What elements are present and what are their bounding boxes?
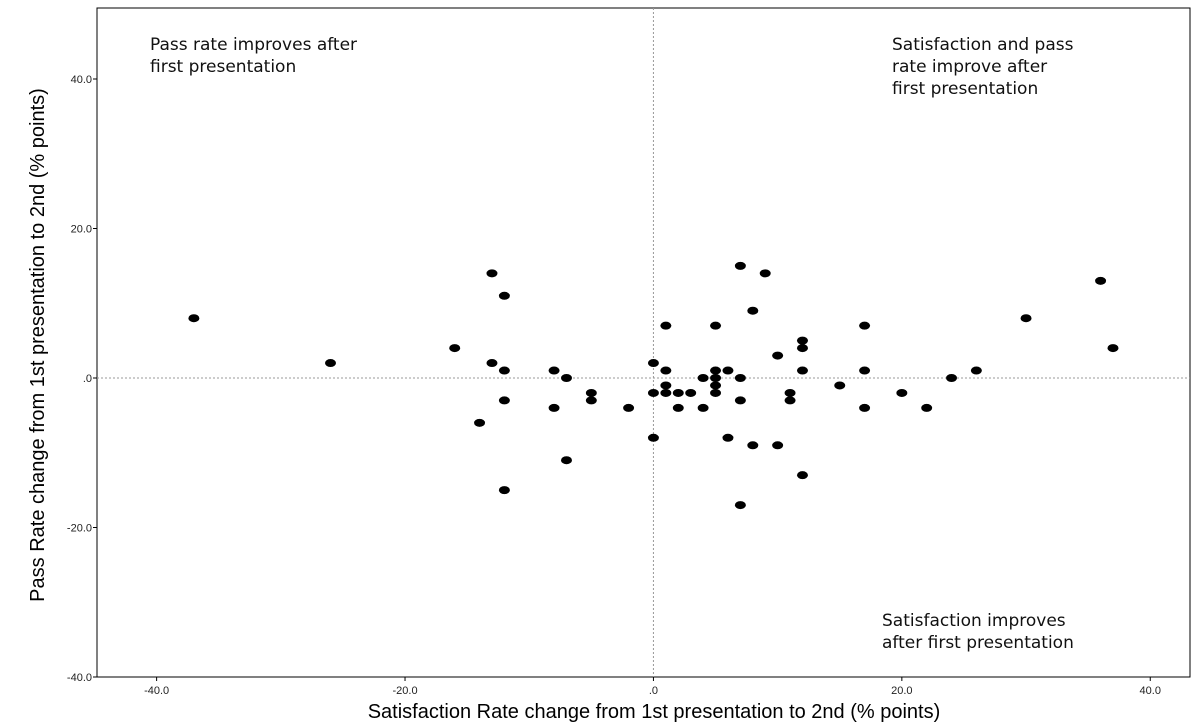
point (560, 374, 572, 383)
point (548, 403, 560, 412)
point (710, 366, 722, 375)
point (647, 433, 659, 442)
point (710, 388, 722, 397)
point (859, 403, 871, 412)
x-tick-label: .0 (649, 685, 658, 697)
point (710, 381, 722, 390)
point (660, 366, 672, 375)
x-tick-label: -40.0 (144, 685, 169, 697)
x-tick-label: -20.0 (392, 685, 417, 697)
y-tick-label: 20.0 (71, 224, 92, 236)
point (1020, 314, 1032, 323)
point (772, 441, 784, 450)
point (672, 388, 684, 397)
point (796, 471, 808, 480)
point (647, 388, 659, 397)
y-tick-label: -20.0 (67, 523, 92, 535)
point (498, 396, 510, 405)
point (734, 396, 746, 405)
point (796, 336, 808, 345)
point (474, 418, 486, 427)
point (796, 344, 808, 353)
point (784, 388, 796, 397)
point (946, 374, 958, 383)
point (660, 381, 672, 390)
y-tick-label: 40.0 (71, 74, 92, 86)
y-tick-label: -40.0 (67, 672, 92, 684)
point (660, 321, 672, 330)
point (1107, 344, 1119, 353)
point (834, 381, 846, 390)
point (784, 396, 796, 405)
annotation: Satisfaction and pass (892, 35, 1074, 55)
point (747, 441, 759, 450)
annotation: first presentation (892, 79, 1038, 99)
point (772, 351, 784, 360)
x-axis-label: Satisfaction Rate change from 1st presen… (368, 701, 941, 723)
point (449, 344, 461, 353)
annotation: after first presentation (882, 633, 1074, 653)
point (734, 261, 746, 270)
point (697, 403, 709, 412)
point (896, 388, 908, 397)
point (710, 321, 722, 330)
point (1095, 276, 1107, 285)
point (188, 314, 200, 323)
point (647, 359, 659, 368)
point (325, 359, 337, 368)
annotation: Pass rate improves after (150, 35, 357, 55)
y-tick-label: .0 (83, 373, 92, 385)
x-tick-label: 40.0 (1140, 685, 1161, 697)
point (585, 396, 597, 405)
point (859, 321, 871, 330)
point (498, 366, 510, 375)
point (734, 374, 746, 383)
point (710, 374, 722, 383)
point (921, 403, 933, 412)
point (970, 366, 982, 375)
point (859, 366, 871, 375)
point (560, 456, 572, 465)
annotation: first presentation (150, 57, 296, 77)
point (734, 501, 746, 510)
point (486, 269, 498, 278)
plot-frame (96, 7, 1191, 678)
point (486, 359, 498, 368)
annotation: Satisfaction improves (882, 611, 1066, 631)
point (498, 486, 510, 495)
point (498, 291, 510, 300)
point (685, 388, 697, 397)
annotation: rate improve after (892, 57, 1047, 77)
point (722, 433, 734, 442)
point (759, 269, 771, 278)
point (796, 366, 808, 375)
x-tick-label: 20.0 (891, 685, 912, 697)
point (747, 306, 759, 315)
y-axis-label: Pass Rate change from 1st presentation t… (27, 88, 49, 602)
point (697, 374, 709, 383)
point (585, 388, 597, 397)
point (623, 403, 635, 412)
point (548, 366, 560, 375)
point (722, 366, 734, 375)
point (660, 388, 672, 397)
point (672, 403, 684, 412)
